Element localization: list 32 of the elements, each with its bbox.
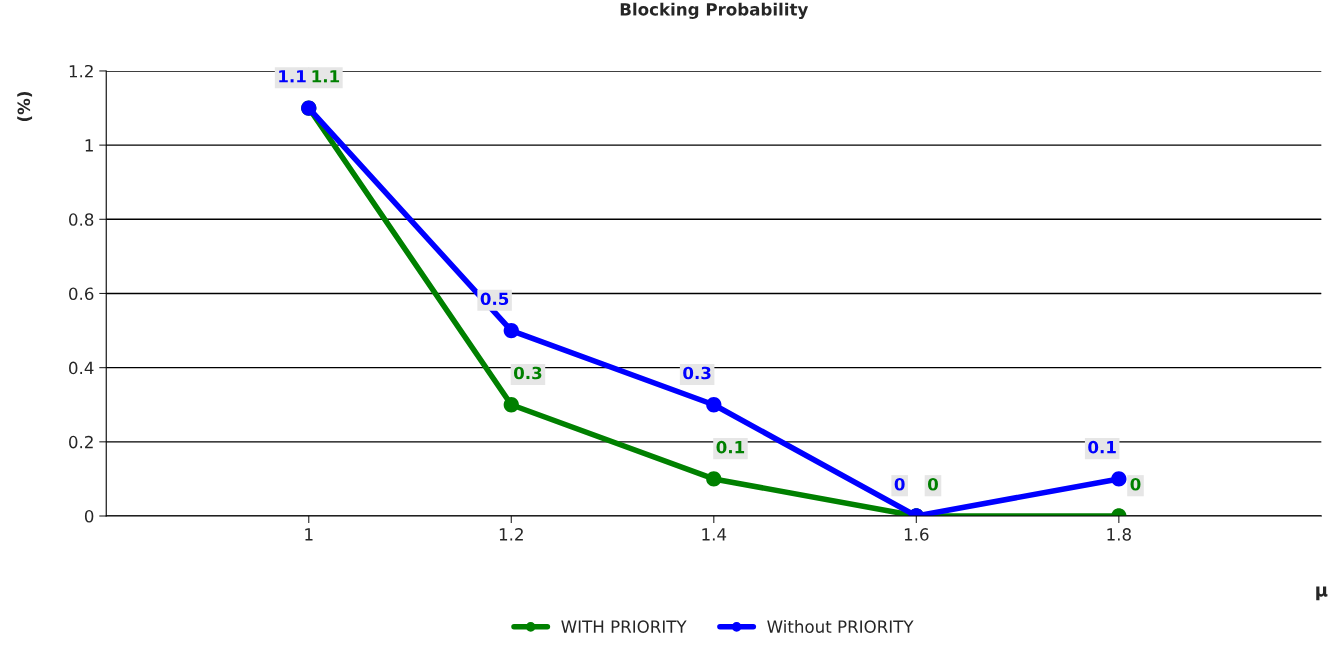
point xyxy=(706,397,722,413)
point xyxy=(503,397,519,413)
y-tick-label: 0.4 xyxy=(69,361,94,375)
y-tick-label: 0.2 xyxy=(69,435,93,449)
legend-label: WITH PRIORITY xyxy=(561,620,687,633)
data-label: 0 xyxy=(927,477,938,491)
x-tick-label: 1.2 xyxy=(499,528,523,541)
data-label: 0.3 xyxy=(513,366,542,380)
data-label: 0 xyxy=(1130,477,1141,491)
x-tick-label: 1 xyxy=(305,528,313,541)
point xyxy=(1111,471,1127,487)
x-tick-label: 1.8 xyxy=(1107,528,1131,541)
x-tick-label: 1.6 xyxy=(904,528,929,541)
y-tick-label: 0.6 xyxy=(69,287,94,301)
legend-label: Without PRIORITY xyxy=(767,620,914,633)
y-tick-label: 0.8 xyxy=(69,213,94,226)
data-label: 0.5 xyxy=(480,292,509,306)
data-label: 1.1 xyxy=(312,70,340,83)
chart-title: Blocking Probability xyxy=(620,2,809,19)
data-label: 0.1 xyxy=(1088,440,1116,454)
point xyxy=(503,322,519,339)
y-axis-title: (%) xyxy=(17,92,33,122)
data-label: 0.1 xyxy=(716,440,745,454)
data-label: 1.1 xyxy=(279,70,306,83)
y-tick-label: 1 xyxy=(85,139,93,152)
x-axis-title: μ xyxy=(1316,586,1328,601)
y-tick-label: 1.2 xyxy=(69,64,93,78)
point xyxy=(706,471,722,487)
x-tick-label: 1.4 xyxy=(702,528,727,541)
y-tick-label: 0 xyxy=(84,509,94,523)
data-label: 0.3 xyxy=(683,366,711,380)
data-label: 0 xyxy=(894,477,905,491)
